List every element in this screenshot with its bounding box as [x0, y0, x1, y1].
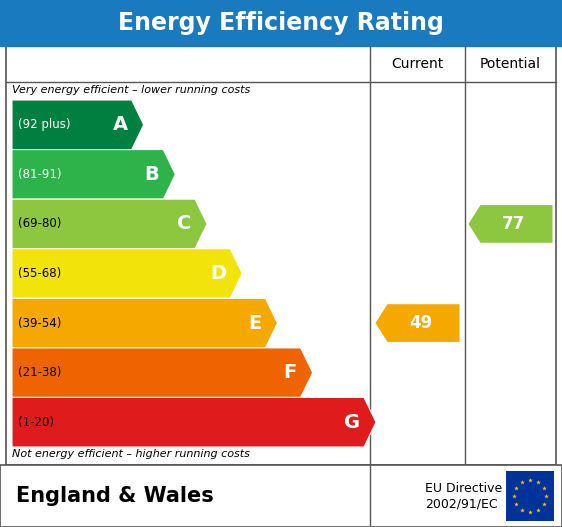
Text: B: B — [144, 165, 160, 184]
Text: Potential: Potential — [480, 57, 541, 71]
Text: 77: 77 — [502, 215, 525, 233]
Text: E: E — [248, 314, 261, 333]
Bar — [506, 471, 554, 521]
Text: Energy Efficiency Rating: Energy Efficiency Rating — [118, 11, 444, 35]
Text: 49: 49 — [409, 314, 432, 332]
Text: D: D — [210, 264, 226, 283]
Text: (55-68): (55-68) — [18, 267, 61, 280]
Text: EU Directive: EU Directive — [425, 482, 502, 494]
Text: England & Wales: England & Wales — [16, 486, 214, 506]
Bar — [0, 465, 562, 527]
Polygon shape — [12, 397, 376, 447]
Polygon shape — [12, 249, 242, 298]
Polygon shape — [12, 150, 175, 199]
Polygon shape — [12, 298, 278, 348]
Text: (21-38): (21-38) — [18, 366, 61, 379]
Text: Not energy efficient – higher running costs: Not energy efficient – higher running co… — [12, 449, 250, 459]
Polygon shape — [375, 304, 460, 342]
Polygon shape — [12, 199, 207, 249]
Polygon shape — [12, 100, 144, 150]
Text: (81-91): (81-91) — [18, 168, 61, 181]
Text: Very energy efficient – lower running costs: Very energy efficient – lower running co… — [12, 85, 250, 95]
Text: A: A — [112, 115, 128, 134]
Text: (92 plus): (92 plus) — [18, 118, 70, 131]
Text: C: C — [176, 214, 191, 233]
Text: 2002/91/EC: 2002/91/EC — [425, 497, 497, 511]
Text: (1-20): (1-20) — [18, 416, 54, 428]
Text: (39-54): (39-54) — [18, 317, 61, 329]
Bar — [0, 0, 562, 46]
Polygon shape — [12, 348, 312, 397]
Text: G: G — [344, 413, 360, 432]
Text: Current: Current — [391, 57, 443, 71]
Text: (69-80): (69-80) — [18, 218, 61, 230]
Polygon shape — [469, 205, 552, 243]
Text: F: F — [283, 363, 297, 382]
Bar — [6, 46, 556, 465]
